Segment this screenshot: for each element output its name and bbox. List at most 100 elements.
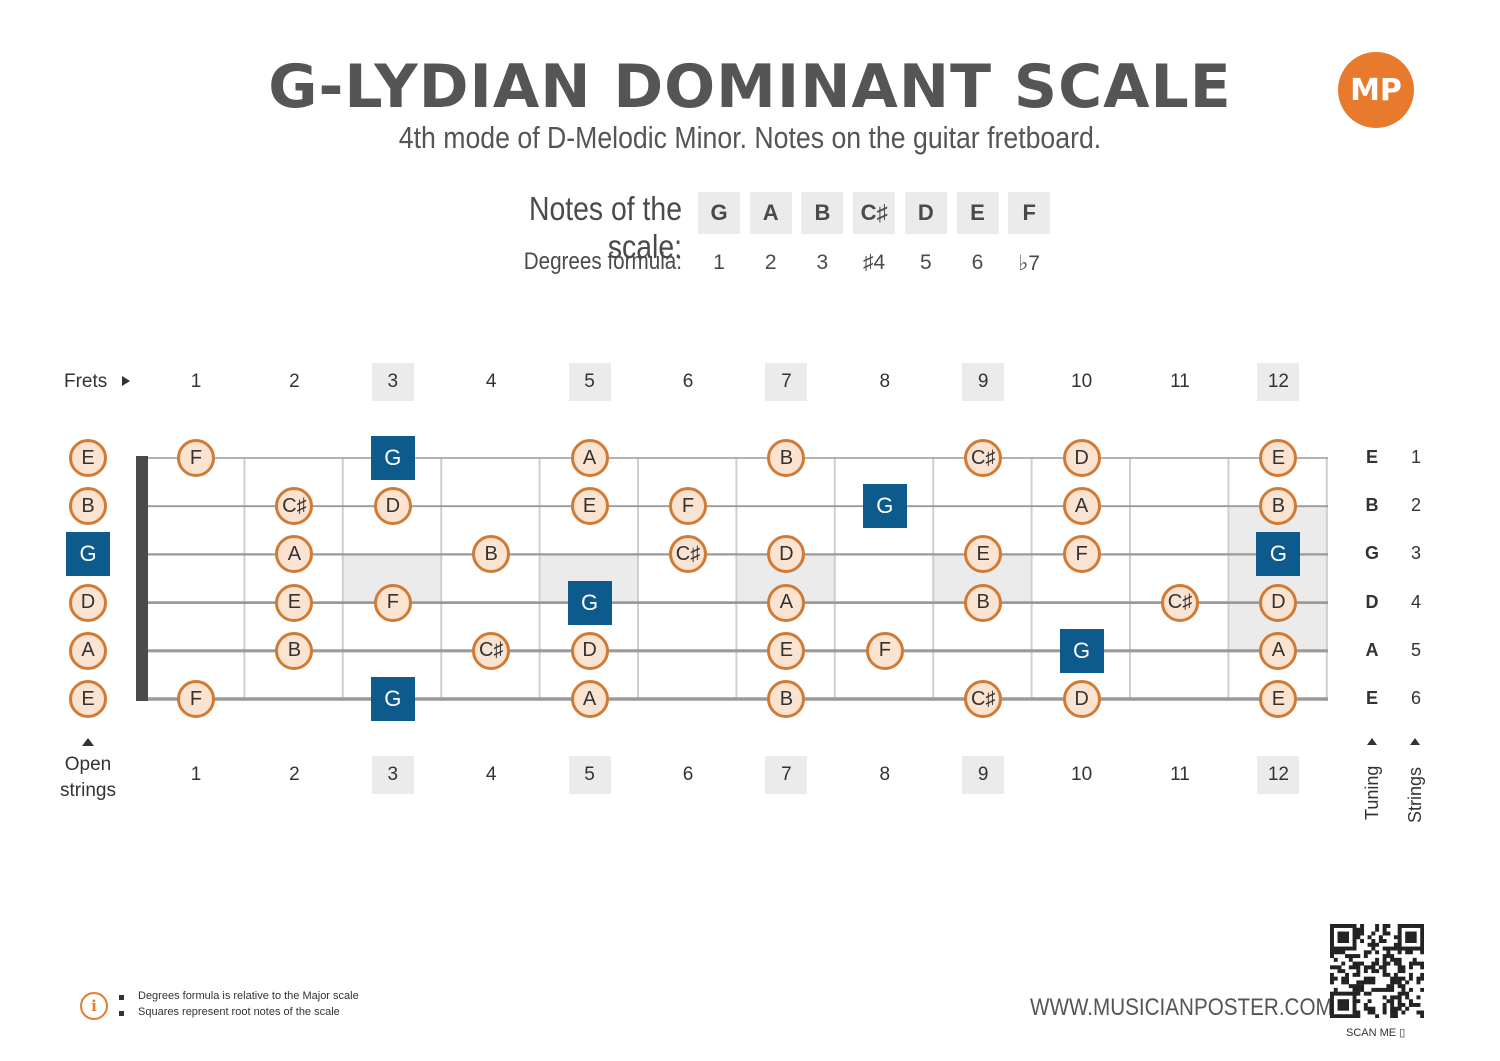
scale-note-box: D [904,192,947,234]
tuning-note: A [1365,639,1379,660]
scale-note-box: F [1008,192,1051,234]
string-number: 1 [1410,447,1421,467]
note-circle: A [1062,487,1101,526]
fret-number-bottom: 4 [485,764,497,785]
fret-number-bottom: 5 [568,756,611,794]
root-note-square: G [370,436,415,480]
website-link[interactable]: WWW.MUSICIANPOSTER.COM [1030,994,1333,1021]
note-circle: B [1259,487,1298,526]
note-circle: B [275,631,314,670]
note-circle: A [275,535,314,574]
string-number: 4 [1410,591,1421,612]
string-number: 3 [1410,543,1421,564]
note-circle: A [1259,631,1298,670]
scale-note-box: E [956,192,999,234]
scale-degree: 2 [764,251,777,274]
footer-note-degrees: Degrees formula is relative to the Major… [138,990,359,1002]
fret-number-top: 12 [1257,363,1300,401]
root-note-square: G [1256,532,1301,577]
note-circle: A [570,680,609,718]
fret-number-bottom: 1 [190,764,202,785]
qr-code-icon [1330,924,1424,1018]
fret-number-top: 1 [190,371,202,392]
page-title: G-LYDIAN DOMINANT SCALE [268,52,1232,122]
note-circle: E [767,631,806,670]
string-number: 2 [1410,495,1421,516]
note-circle: F [373,583,412,622]
note-circle: D [1259,583,1298,622]
fret-number-top: 10 [1071,371,1093,392]
note-circle: B [767,439,806,477]
scan-me-label: SCAN ME ▯ [1346,1027,1406,1039]
fret-number-bottom: 7 [765,756,808,794]
fret-number-bottom: 11 [1170,764,1190,785]
fret-number-top: 8 [879,371,891,392]
note-circle: D [767,535,806,574]
fret-number-bottom: 9 [962,756,1005,794]
note-circle: D [570,631,609,670]
fret-number-bottom: 12 [1257,756,1300,794]
frets-arrow-icon [122,376,130,386]
note-circle: C♯ [275,487,314,526]
fret-number-top: 2 [289,371,300,392]
open-strings-arrow-icon [82,738,94,746]
note-circle: A [570,439,609,477]
strings-label: Strings [1405,766,1425,823]
info-icon: i [80,992,108,1020]
tuning-note: E [1365,688,1378,708]
scale-note-box: C♯ [853,192,896,234]
note-circle: E [964,535,1003,574]
note-circle: C♯ [1161,583,1199,622]
note-circle: A [69,631,107,670]
note-circle: E [69,439,107,477]
tuning-note: E [1365,447,1378,467]
bullet-icon [119,995,124,1000]
note-circle: F [669,487,707,526]
note-circle: C♯ [669,535,707,574]
bullet-icon [119,1011,124,1016]
footer-note-squares: Squares represent root notes of the scal… [138,1006,340,1018]
nut [136,456,148,701]
fret-number-bottom: 2 [289,764,300,785]
fret-number-bottom: 3 [371,756,414,794]
fret-marker-double [1228,506,1328,651]
fret-number-top: 6 [682,371,694,392]
note-circle: D [373,487,412,526]
brand-logo: MP [1338,52,1414,128]
tuning-note: B [1365,495,1379,516]
note-circle: E [1259,680,1298,718]
note-circle: E [570,487,609,526]
tuning-note: D [1365,591,1379,612]
note-circle: E [275,583,314,622]
frets-label: Frets [64,371,108,392]
note-circle: D [1062,439,1101,477]
tuning-note: G [1364,543,1379,564]
fret-number-top: 11 [1170,371,1190,392]
fret-number-top: 4 [485,371,497,392]
fret-number-top: 5 [568,363,611,401]
root-note-square: G [1059,628,1104,673]
strings-arrow-icon [1410,738,1420,745]
scale-note-box: A [749,192,792,234]
note-circle: D [69,583,107,622]
note-circle: B [472,535,511,574]
root-note-square: G [862,484,907,529]
note-circle: E [69,680,107,718]
fret-number-top: 7 [765,363,808,401]
tuning-label: Tuning [1362,765,1382,820]
note-circle: F [1062,535,1101,574]
note-circle: F [177,439,215,477]
note-circle: C♯ [964,680,1003,718]
scale-degree: ♯4 [863,251,886,274]
phone-icon: ▯ [1399,1027,1406,1039]
page-subtitle: 4th mode of D-Melodic Minor. Notes on th… [398,120,1102,155]
string-number: 6 [1410,688,1421,708]
note-circle: F [865,631,904,670]
scale-note-box: B [801,192,844,234]
scale-degree: ♭7 [1018,252,1040,275]
note-circle: B [767,680,806,718]
open-strings-label: Open strings [60,754,116,801]
fret-number-top: 3 [371,363,414,401]
note-circle: F [177,680,215,718]
